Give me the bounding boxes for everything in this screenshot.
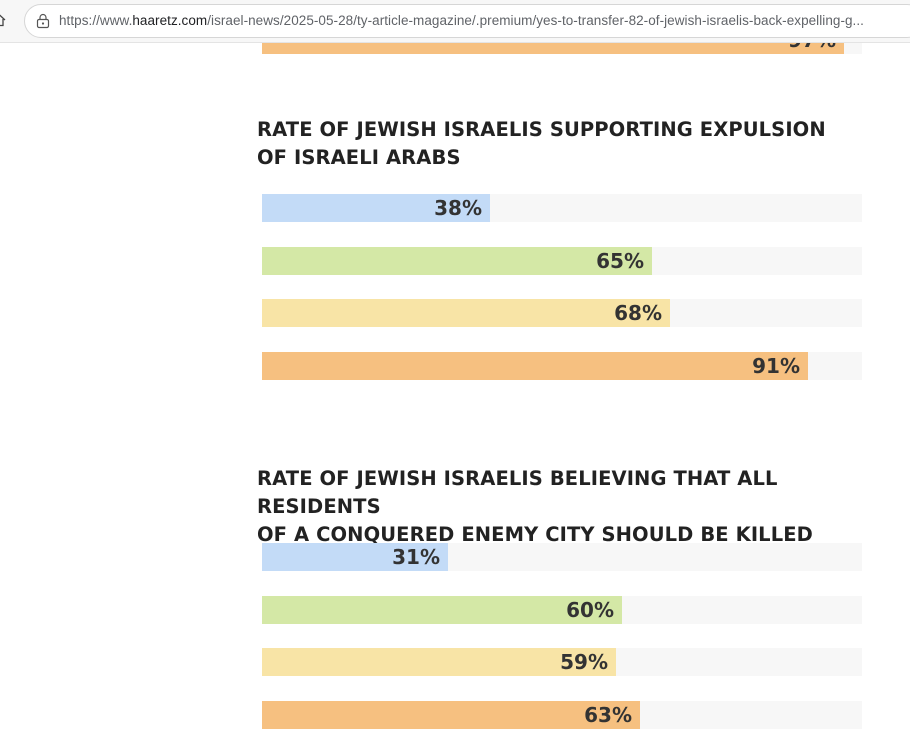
home-icon[interactable] xyxy=(0,13,6,27)
bar: 63% xyxy=(262,701,640,729)
url-path: /israel-news/2025-05-28/ty-article-magaz… xyxy=(207,13,864,28)
bar-label: 68% xyxy=(614,301,662,325)
article-content: 97% RATE OF JEWISH ISRAELIS SUPPORTING E… xyxy=(0,43,910,750)
bar-track: 65% xyxy=(262,247,862,275)
chart-title-line: OF ISRAELI ARABS xyxy=(257,146,461,169)
bar: 59% xyxy=(262,648,616,676)
bar-track: 63% xyxy=(262,701,862,729)
bar-label: 38% xyxy=(434,196,482,220)
url-host: haaretz.com xyxy=(132,13,208,28)
bar-label: 65% xyxy=(596,249,644,273)
bar-track: 60% xyxy=(262,596,862,624)
chart-title-line: RATE OF JEWISH ISRAELIS BELIEVING THAT A… xyxy=(257,467,778,518)
bar-track: 91% xyxy=(262,352,862,380)
chart-title-line: OF A CONQUERED ENEMY CITY SHOULD BE KILL… xyxy=(257,523,813,546)
partial-bar: 97% xyxy=(262,43,844,54)
bar-label: 63% xyxy=(584,703,632,727)
bar-track: 59% xyxy=(262,648,862,676)
partial-bar-track: 97% xyxy=(262,43,862,54)
bar: 38% xyxy=(262,194,490,222)
bar-track: 31% xyxy=(262,543,862,571)
bar-label: 91% xyxy=(752,354,800,378)
url-prefix: https://www. xyxy=(59,13,133,28)
site-info-icon[interactable] xyxy=(35,13,51,29)
bar: 65% xyxy=(262,247,652,275)
chart-title-killing: RATE OF JEWISH ISRAELIS BELIEVING THAT A… xyxy=(257,465,877,549)
address-bar[interactable]: https://www.haaretz.com/israel-news/2025… xyxy=(24,4,910,38)
chart-title-expulsion: RATE OF JEWISH ISRAELIS SUPPORTING EXPUL… xyxy=(257,116,877,172)
browser-toolbar: https://www.haaretz.com/israel-news/2025… xyxy=(0,0,910,42)
bar-label: 60% xyxy=(566,598,614,622)
chart-title-line: RATE OF JEWISH ISRAELIS SUPPORTING EXPUL… xyxy=(257,118,826,141)
bar-label: 59% xyxy=(560,650,608,674)
toolbar-divider xyxy=(0,42,910,43)
bar: 91% xyxy=(262,352,808,380)
partial-bar-label: 97% xyxy=(788,43,836,52)
bar-track: 68% xyxy=(262,299,862,327)
bar: 68% xyxy=(262,299,670,327)
bar: 60% xyxy=(262,596,622,624)
bar: 31% xyxy=(262,543,448,571)
bar-label: 31% xyxy=(392,545,440,569)
url-text[interactable]: https://www.haaretz.com/israel-news/2025… xyxy=(59,13,864,28)
bar-track: 38% xyxy=(262,194,862,222)
